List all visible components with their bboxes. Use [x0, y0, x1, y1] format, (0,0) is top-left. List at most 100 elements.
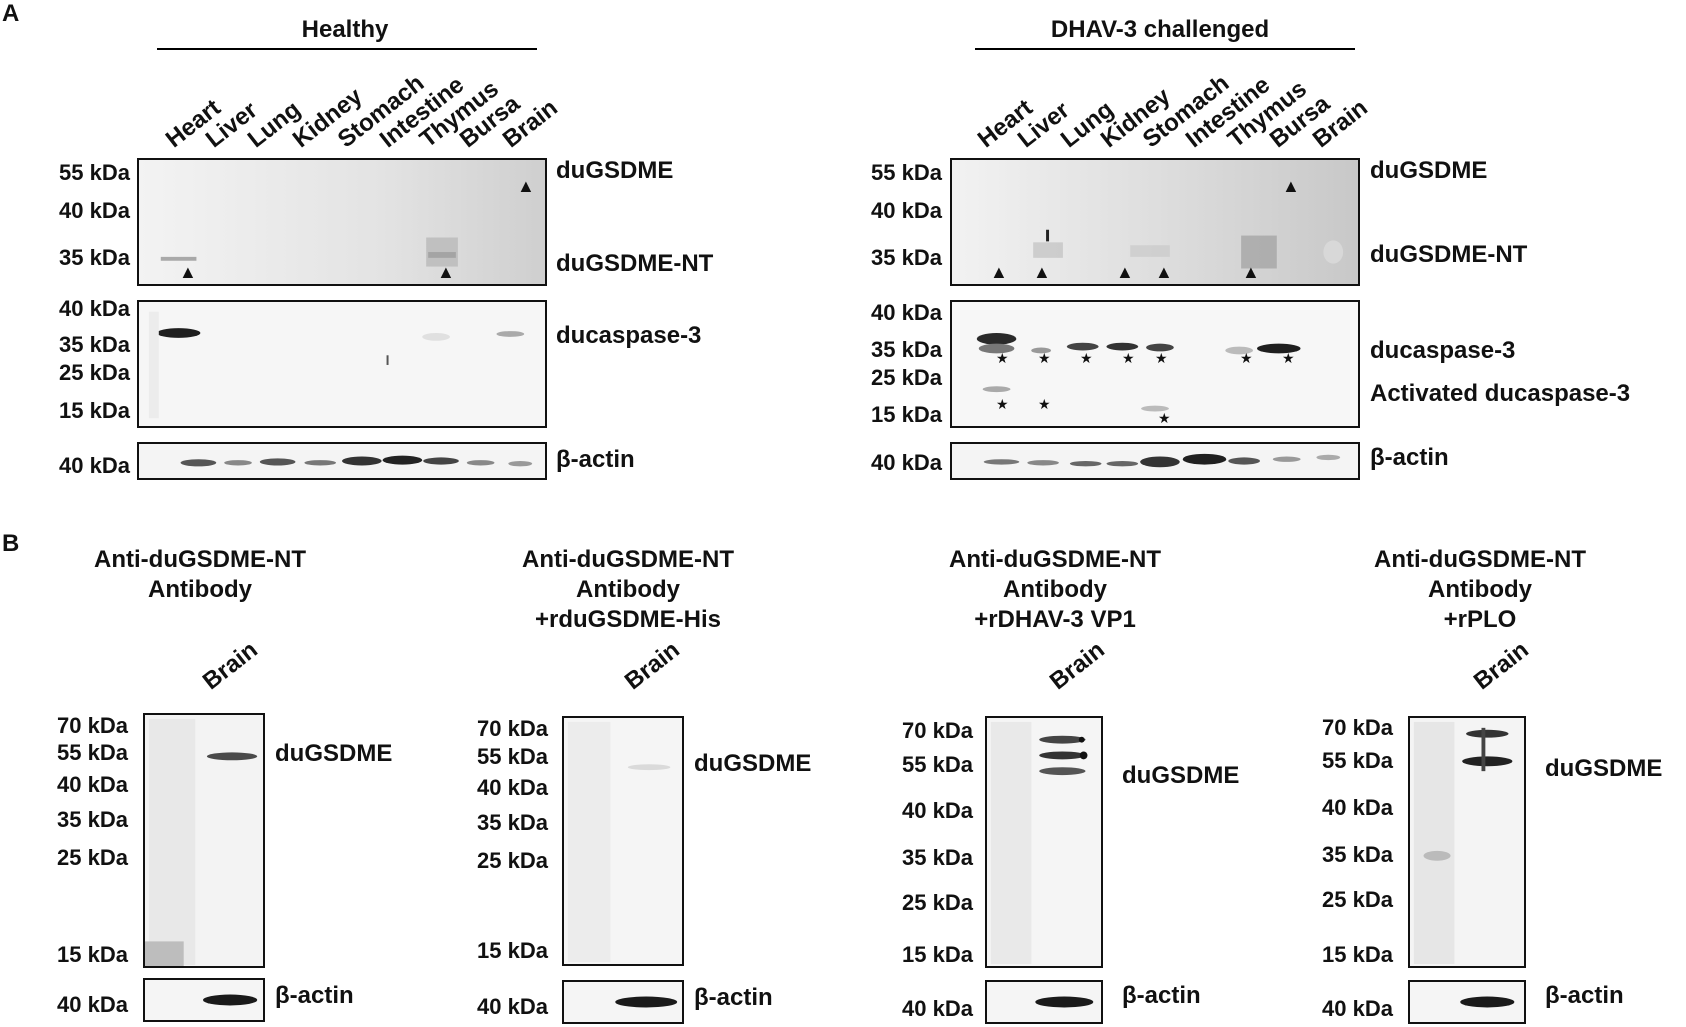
band-label: duGSDME-NT	[1370, 241, 1528, 268]
star-marker: ★	[1080, 350, 1093, 366]
blot-title: Anti-duGSDME-NT Antibody	[50, 545, 350, 605]
mw-marker: 40 kDa	[477, 994, 548, 1019]
blot-title-line: Antibody	[1003, 576, 1107, 603]
brain-gsdme-blot	[1408, 716, 1526, 968]
blot-title: Anti-duGSDME-NT Antibody +rDHAV-3 VP1	[905, 545, 1205, 635]
blot-title-line: Anti-duGSDME-NT	[522, 546, 734, 573]
band-label: duGSDME	[1370, 157, 1488, 184]
mw-marker: 55 kDa	[871, 160, 942, 185]
band-label: duGSDME-NT	[556, 250, 714, 277]
star-marker: ★	[1038, 396, 1051, 412]
mw-marker: 40 kDa	[59, 198, 130, 223]
triangle-marker: ▲	[1242, 262, 1260, 282]
band-label: duGSDME	[694, 750, 812, 777]
mw-marker: 70 kDa	[902, 718, 973, 743]
triangle-marker: ▲	[990, 262, 1008, 282]
blot-title-line: +rDHAV-3 VP1	[974, 606, 1136, 633]
triangle-marker: ▲	[437, 262, 455, 282]
blot-title-line: Anti-duGSDME-NT	[1374, 546, 1586, 573]
mw-marker: 15 kDa	[477, 938, 548, 963]
blot-title-line: Anti-duGSDME-NT	[94, 546, 306, 573]
mw-marker: 25 kDa	[1322, 887, 1393, 912]
healthy-underline	[157, 48, 537, 50]
brain-actin-blot	[143, 978, 265, 1022]
mw-marker: 35 kDa	[902, 845, 973, 870]
mw-marker: 15 kDa	[902, 942, 973, 967]
triangle-marker: ▲	[517, 176, 535, 196]
mw-marker: 70 kDa	[477, 716, 548, 741]
mw-marker: 40 kDa	[902, 996, 973, 1021]
mw-marker: 40 kDa	[1322, 996, 1393, 1021]
actin-label: β-actin	[556, 446, 635, 473]
actin-label: β-actin	[1122, 982, 1201, 1009]
brain-gsdme-blot	[562, 716, 684, 966]
star-marker: ★	[1282, 350, 1295, 366]
mw-marker: 35 kDa	[871, 245, 942, 270]
lane-label: Brain	[619, 636, 685, 696]
mw-marker: 25 kDa	[902, 890, 973, 915]
triangle-marker: ▲	[1033, 262, 1051, 282]
mw-marker: 35 kDa	[57, 807, 128, 832]
star-marker: ★	[1158, 410, 1171, 426]
triangle-marker: ▲	[179, 262, 197, 282]
mw-marker: 35 kDa	[871, 337, 942, 362]
mw-marker: 35 kDa	[59, 332, 130, 357]
mw-marker: 40 kDa	[57, 992, 128, 1017]
challenged-underline	[975, 48, 1355, 50]
mw-marker: 40 kDa	[477, 775, 548, 800]
star-marker: ★	[1038, 350, 1051, 366]
lane-label: Brain	[197, 636, 263, 696]
mw-marker: 40 kDa	[871, 450, 942, 475]
band-label: Activated ducaspase-3	[1370, 380, 1631, 407]
brain-actin-blot	[985, 980, 1103, 1024]
healthy-caspase-blot	[137, 300, 547, 428]
mw-marker: 55 kDa	[59, 160, 130, 185]
actin-label: β-actin	[1545, 982, 1624, 1009]
panel-a-letter: A	[2, 0, 20, 27]
mw-marker: 40 kDa	[871, 198, 942, 223]
blot-title-line: Antibody	[148, 576, 252, 603]
actin-label: β-actin	[1370, 444, 1449, 471]
challenged-title: DHAV-3 challenged	[1050, 16, 1270, 43]
band-label: duGSDME	[556, 157, 674, 184]
brain-gsdme-blot	[143, 713, 265, 968]
blot-title-line: Antibody	[576, 576, 680, 603]
blot-title-line: Antibody	[1428, 576, 1532, 603]
band-label: duGSDME	[275, 740, 393, 767]
star-marker: ★	[1240, 350, 1253, 366]
mw-marker: 25 kDa	[57, 845, 128, 870]
brain-gsdme-blot	[985, 716, 1103, 968]
mw-marker: 40 kDa	[59, 453, 130, 478]
mw-marker: 40 kDa	[1322, 795, 1393, 820]
mw-marker: 15 kDa	[1322, 942, 1393, 967]
brain-actin-blot	[1408, 980, 1526, 1024]
actin-label: β-actin	[694, 984, 773, 1011]
brain-actin-blot	[562, 980, 684, 1024]
mw-marker: 35 kDa	[59, 245, 130, 270]
band-label: ducaspase-3	[556, 322, 702, 349]
band-label: duGSDME	[1122, 762, 1240, 789]
blot-title-line: +rPLO	[1443, 606, 1517, 633]
blot-title-line: Anti-duGSDME-NT	[949, 546, 1161, 573]
healthy-actin-blot	[137, 442, 547, 480]
actin-label: β-actin	[275, 982, 354, 1009]
lane-label: Brain	[1468, 636, 1534, 696]
panel-b-letter: B	[2, 530, 20, 557]
blot-title-line: +rduGSDME-His	[534, 606, 722, 633]
mw-marker: 55 kDa	[477, 744, 548, 769]
blot-title: Anti-duGSDME-NT Antibody +rPLO	[1330, 545, 1630, 635]
triangle-marker: ▲	[1155, 262, 1173, 282]
challenged-gsdme-blot	[950, 158, 1360, 286]
mw-marker: 15 kDa	[59, 398, 130, 423]
mw-marker: 15 kDa	[57, 942, 128, 967]
star-marker: ★	[996, 350, 1009, 366]
mw-marker: 35 kDa	[1322, 842, 1393, 867]
mw-marker: 70 kDa	[57, 713, 128, 738]
band-label: duGSDME	[1545, 755, 1663, 782]
star-marker: ★	[996, 396, 1009, 412]
band-label: ducaspase-3	[1370, 337, 1516, 364]
lane-label: Brain	[1044, 636, 1110, 696]
mw-marker: 55 kDa	[1322, 748, 1393, 773]
mw-marker: 70 kDa	[1322, 715, 1393, 740]
triangle-marker: ▲	[1116, 262, 1134, 282]
